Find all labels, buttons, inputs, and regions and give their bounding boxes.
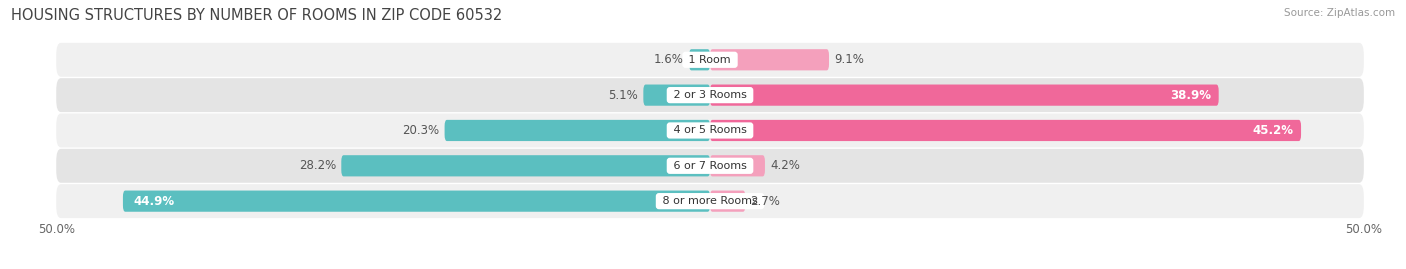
Text: 2 or 3 Rooms: 2 or 3 Rooms xyxy=(669,90,751,100)
Text: 6 or 7 Rooms: 6 or 7 Rooms xyxy=(669,161,751,171)
FancyBboxPatch shape xyxy=(56,114,1364,147)
FancyBboxPatch shape xyxy=(122,190,710,212)
Legend: Owner-occupied, Renter-occupied: Owner-occupied, Renter-occupied xyxy=(589,268,831,269)
FancyBboxPatch shape xyxy=(710,84,1219,106)
FancyBboxPatch shape xyxy=(56,43,1364,77)
FancyBboxPatch shape xyxy=(689,49,710,70)
FancyBboxPatch shape xyxy=(710,155,765,176)
FancyBboxPatch shape xyxy=(444,120,710,141)
FancyBboxPatch shape xyxy=(710,120,1301,141)
FancyBboxPatch shape xyxy=(56,149,1364,183)
Text: 9.1%: 9.1% xyxy=(834,53,865,66)
Text: 4.2%: 4.2% xyxy=(770,159,800,172)
Text: 38.9%: 38.9% xyxy=(1170,89,1211,102)
FancyBboxPatch shape xyxy=(56,78,1364,112)
Text: 8 or more Rooms: 8 or more Rooms xyxy=(659,196,761,206)
FancyBboxPatch shape xyxy=(342,155,710,176)
Text: 1 Room: 1 Room xyxy=(686,55,734,65)
Text: 2.7%: 2.7% xyxy=(751,195,780,208)
FancyBboxPatch shape xyxy=(710,49,830,70)
FancyBboxPatch shape xyxy=(644,84,710,106)
Text: 20.3%: 20.3% xyxy=(402,124,439,137)
Text: 1.6%: 1.6% xyxy=(654,53,683,66)
Text: 28.2%: 28.2% xyxy=(299,159,336,172)
FancyBboxPatch shape xyxy=(710,190,745,212)
Text: 4 or 5 Rooms: 4 or 5 Rooms xyxy=(669,125,751,136)
Text: Source: ZipAtlas.com: Source: ZipAtlas.com xyxy=(1284,8,1395,18)
Text: 44.9%: 44.9% xyxy=(134,195,174,208)
Text: 5.1%: 5.1% xyxy=(609,89,638,102)
FancyBboxPatch shape xyxy=(56,184,1364,218)
Text: HOUSING STRUCTURES BY NUMBER OF ROOMS IN ZIP CODE 60532: HOUSING STRUCTURES BY NUMBER OF ROOMS IN… xyxy=(11,8,502,23)
Text: 45.2%: 45.2% xyxy=(1253,124,1294,137)
